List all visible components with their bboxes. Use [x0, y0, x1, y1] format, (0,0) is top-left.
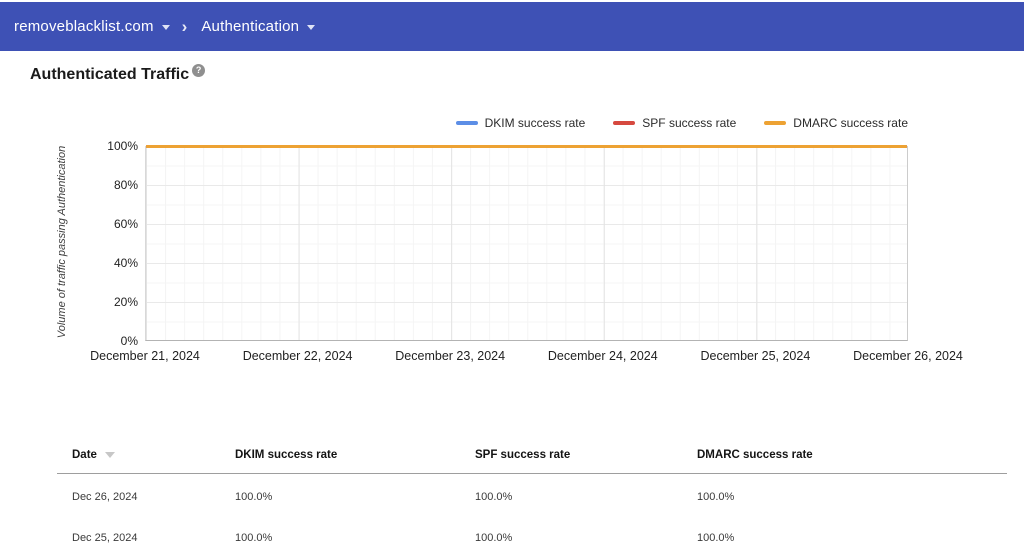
x-axis-date-label: December 23, 2024 [395, 349, 506, 363]
legend-swatch-icon [613, 121, 636, 125]
legend-item-label: SPF success rate [642, 116, 737, 130]
top-navigation-bar: removeblacklist.com › Authentication [0, 2, 1024, 51]
caret-down-icon [307, 25, 316, 30]
legend-swatch-icon [764, 121, 787, 125]
y-axis-tick-label: 80% [113, 178, 138, 192]
column-header-label: Date [72, 449, 97, 461]
page-title: Authenticated Traffic [30, 66, 190, 83]
x-axis-date-label: December 22, 2024 [242, 349, 353, 363]
plot-area [145, 144, 908, 341]
y-axis-tick-label: 20% [113, 295, 138, 309]
table-cell: 100.0% [235, 491, 273, 503]
table-cell: 100.0% [475, 532, 513, 544]
legend-item[interactable]: SPF success rate [613, 116, 736, 130]
table-cell: 100.0% [235, 532, 273, 544]
legend-item[interactable]: DMARC success rate [764, 116, 908, 130]
legend-swatch-icon [455, 121, 478, 125]
y-axis-tick-label: 40% [113, 256, 138, 270]
table-cell: Dec 26, 2024 [72, 491, 138, 503]
y-axis-tick-label: 60% [113, 217, 138, 231]
chart-legend: DKIM success rate SPF success rate DMARC s… [455, 116, 908, 130]
section-selector-label: Authentication [201, 18, 300, 35]
table-cell: 100.0% [697, 491, 735, 503]
y-axis-tick-label: 100% [107, 139, 138, 153]
x-axis-date-label: December 24, 2024 [547, 349, 658, 363]
y-axis-title: Volume of traffic passing Authentication [56, 145, 68, 339]
column-header-dmarc-success-rate[interactable]: DMARC success rate [697, 449, 813, 461]
sort-descending-icon [104, 452, 115, 458]
legend-item[interactable]: DKIM success rate [455, 116, 586, 130]
x-axis-date-label: December 26, 2024 [853, 349, 963, 363]
column-header-label: SPF success rate [475, 449, 571, 461]
series-line-dmarc [146, 144, 907, 148]
table-divider [57, 473, 1007, 474]
column-header-label: DMARC success rate [697, 449, 813, 461]
caret-down-icon [161, 25, 170, 30]
legend-item-label: DKIM success rate [484, 116, 586, 130]
breadcrumb-chevron-icon: › [181, 17, 188, 36]
x-axis-date-label: December 25, 2024 [700, 349, 811, 363]
table-cell: 100.0% [697, 532, 735, 544]
column-header-dkim-success-rate[interactable]: DKIM success rate [235, 449, 337, 461]
page-title-row: Authenticated Traffic ? [30, 64, 206, 84]
section-selector-dropdown[interactable]: Authentication [201, 18, 316, 35]
domain-selector-dropdown[interactable]: removeblacklist.com [14, 18, 170, 35]
x-axis-date-label: December 21, 2024 [90, 349, 200, 363]
domain-selector-label: removeblacklist.com [14, 18, 154, 35]
legend-item-label: DMARC success rate [793, 116, 908, 130]
table-cell: 100.0% [475, 491, 513, 503]
column-header-label: DKIM success rate [235, 449, 338, 461]
help-icon[interactable]: ? [192, 64, 206, 77]
column-header-date[interactable]: Date [72, 449, 115, 461]
column-header-spf-success-rate[interactable]: SPF success rate [475, 449, 570, 461]
y-axis-tick-label: 0% [120, 334, 138, 348]
table-cell: Dec 25, 2024 [72, 532, 138, 544]
